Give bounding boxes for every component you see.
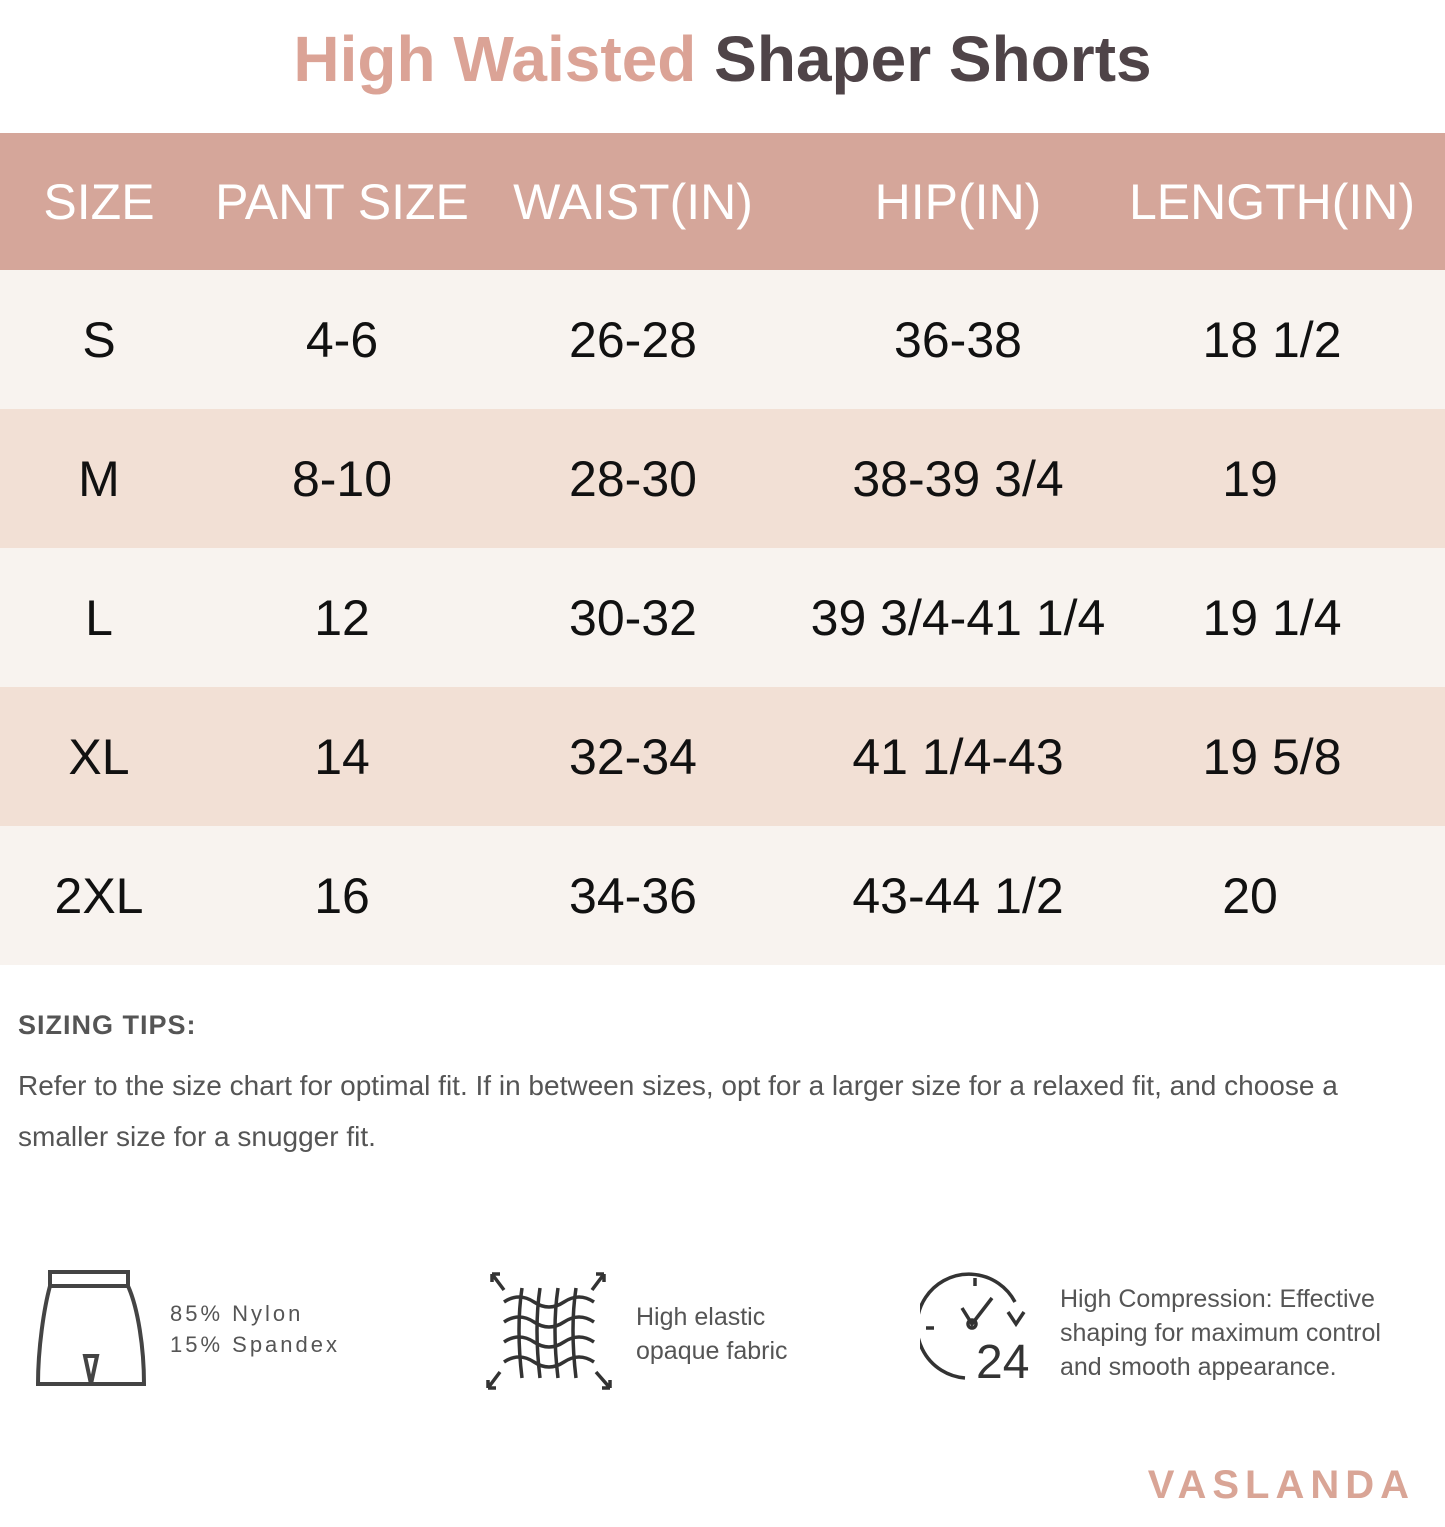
cell-pant-size: 16	[314, 867, 370, 924]
cell-length: 18 1/2	[1202, 311, 1342, 368]
cell-size: S	[82, 311, 116, 368]
fabric-line-2: opaque fabric	[636, 1337, 788, 1365]
cell-hip: 43-44 1/2	[852, 867, 1064, 924]
header-size: SIZE	[43, 173, 155, 230]
cell-pant-size: 12	[314, 589, 370, 646]
sizing-tips-heading: SIZING TIPS:	[18, 1010, 197, 1040]
spandex-text: 15% Spandex	[170, 1332, 340, 1357]
table-row: L 12 30-32 39 3/4-41 1/4 19 1/4	[0, 548, 1445, 687]
table-row: XL 14 32-34 41 1/4-43 19 5/8	[0, 687, 1445, 826]
page-title: High Waisted Shaper Shorts	[0, 22, 1445, 96]
nylon-text: 85% Nylon	[170, 1301, 304, 1326]
cell-pant-size: 8-10	[291, 450, 393, 507]
material-composition: 85% Nylon 15% Spandex	[170, 1298, 340, 1360]
size-chart-table: SIZE PANT SIZE WAIST(IN) HIP(IN) LENGTH(…	[0, 133, 1445, 965]
table-row: 2XL 16 34-36 43-44 1/2 20	[0, 826, 1445, 965]
header-hip: HIP(IN)	[874, 173, 1042, 230]
cell-size: M	[78, 450, 120, 507]
clock-24-label: 24	[976, 1336, 1029, 1384]
compression-description: High Compression: Effective shaping for …	[1060, 1282, 1381, 1384]
fabric-description: High elastic opaque fabric	[636, 1300, 788, 1368]
compression-line-3: and smooth appearance.	[1060, 1353, 1337, 1381]
cell-hip: 41 1/4-43	[852, 728, 1064, 785]
sizing-tips-text: Refer to the size chart for optimal fit.…	[18, 1070, 1338, 1152]
cell-waist: 30-32	[569, 589, 697, 646]
cell-waist: 28-30	[569, 450, 697, 507]
cell-length: 19 5/8	[1202, 728, 1342, 785]
fabric-line-1: High elastic	[636, 1303, 766, 1331]
cell-hip: 36-38	[894, 311, 1022, 368]
header-pant-size: PANT SIZE	[215, 173, 469, 230]
cell-hip: 38-39 3/4	[852, 450, 1064, 507]
cell-size: L	[85, 589, 113, 646]
compression-line-2: shaping for maximum control	[1060, 1319, 1381, 1347]
table-row: S 4-6 26-28 36-38 18 1/2	[0, 270, 1445, 409]
cell-waist: 32-34	[569, 728, 697, 785]
title-highlight: High Waisted	[293, 23, 697, 95]
cell-size: XL	[68, 728, 130, 785]
cell-waist: 34-36	[569, 867, 697, 924]
cell-pant-size: 4-6	[305, 311, 379, 368]
title-rest: Shaper Shorts	[714, 23, 1152, 95]
cell-length: 20	[1222, 867, 1278, 924]
shorts-icon	[35, 1270, 147, 1386]
brand-logo: VASLANDA	[1147, 1463, 1415, 1507]
cell-length: 19	[1222, 450, 1278, 507]
cell-pant-size: 14	[314, 728, 370, 785]
clock-24-icon: 24	[920, 1272, 1029, 1384]
cell-size: 2XL	[54, 867, 144, 924]
header-length: LENGTH(IN)	[1128, 173, 1416, 230]
cell-hip: 39 3/4-41 1/4	[810, 589, 1106, 646]
compression-line-1: High Compression: Effective	[1060, 1285, 1375, 1313]
table-header-row: SIZE PANT SIZE WAIST(IN) HIP(IN) LENGTH(…	[0, 133, 1445, 270]
table-row: M 8-10 28-30 38-39 3/4 19	[0, 409, 1445, 548]
stretch-fabric-icon	[486, 1272, 612, 1390]
cell-length: 19 1/4	[1202, 589, 1342, 646]
header-waist: WAIST(IN)	[513, 173, 753, 230]
cell-waist: 26-28	[569, 311, 697, 368]
